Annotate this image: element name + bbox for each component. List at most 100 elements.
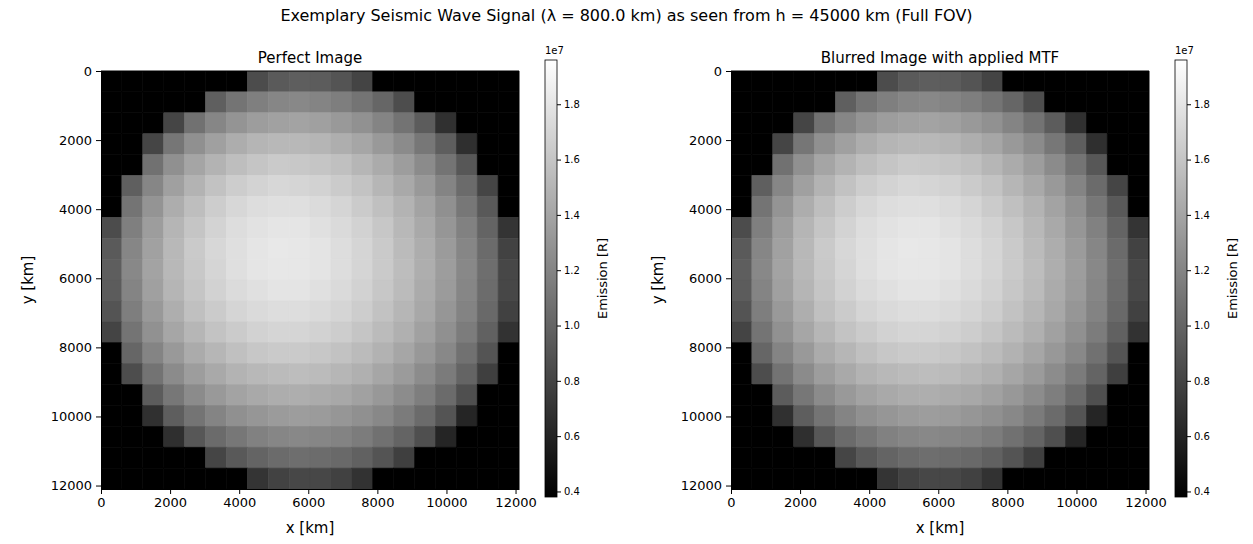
heatmap-cell xyxy=(415,155,436,176)
panel-title: Blurred Image with applied MTF xyxy=(821,49,1059,67)
heatmap-cell xyxy=(815,155,836,176)
x-tick: 8000 xyxy=(361,489,394,510)
heatmap-cell xyxy=(289,134,310,155)
heatmap-cell xyxy=(961,196,982,217)
heatmap-cell xyxy=(773,92,794,113)
heatmap-cell xyxy=(982,426,1003,447)
heatmap-cell xyxy=(898,113,919,134)
heatmap-cell xyxy=(1024,426,1045,447)
heatmap-cell xyxy=(877,71,898,92)
panel: 0200040006000800010000120000200040006000… xyxy=(649,45,1240,537)
heatmap-cell xyxy=(1024,113,1045,134)
heatmap-cell xyxy=(1086,134,1107,155)
heatmap-cell xyxy=(226,343,247,364)
colorbar-tick: 1.6 xyxy=(557,154,580,165)
heatmap-cell xyxy=(394,113,415,134)
heatmap-cell xyxy=(310,196,331,217)
heatmap-cell xyxy=(856,217,877,238)
heatmap-cell xyxy=(731,134,752,155)
heatmap-cell xyxy=(773,301,794,322)
heatmap-cell xyxy=(310,426,331,447)
heatmap-cell xyxy=(164,259,185,280)
heatmap-cell xyxy=(877,113,898,134)
heatmap-cell xyxy=(1024,92,1045,113)
heatmap-cell xyxy=(268,343,289,364)
heatmap-cell xyxy=(1128,322,1149,343)
y-tick-label: 2000 xyxy=(689,133,722,148)
heatmap-cell xyxy=(143,385,164,406)
heatmap-cell xyxy=(226,280,247,301)
heatmap-cell xyxy=(394,322,415,343)
heatmap-cell xyxy=(1128,155,1149,176)
heatmap-cell xyxy=(940,343,961,364)
heatmap-cell xyxy=(477,364,498,385)
heatmap-cell xyxy=(226,155,247,176)
heatmap-cell xyxy=(185,343,206,364)
heatmap-cell xyxy=(185,468,206,489)
heatmap-cell xyxy=(101,447,122,468)
colorbar-tick-label: 1.0 xyxy=(564,320,580,331)
heatmap-cell xyxy=(961,426,982,447)
heatmap-cell xyxy=(122,113,143,134)
heatmap-cell xyxy=(185,405,206,426)
heatmap-cell xyxy=(435,155,456,176)
heatmap-cell xyxy=(1024,71,1045,92)
heatmap-cell xyxy=(1065,385,1086,406)
heatmap-cell xyxy=(1045,71,1066,92)
heatmap-cell xyxy=(919,322,940,343)
heatmap-cell xyxy=(352,217,373,238)
heatmap-cell xyxy=(164,134,185,155)
heatmap-cell xyxy=(247,280,268,301)
colorbar-tick-label: 1.4 xyxy=(564,210,580,221)
colorbar-axis: 0.40.60.81.01.21.41.61.8 xyxy=(557,61,580,498)
heatmap-cell xyxy=(331,322,352,343)
heatmap-cell xyxy=(773,196,794,217)
heatmap-cell xyxy=(415,364,436,385)
heatmap-cell xyxy=(456,280,477,301)
heatmap-cell xyxy=(731,364,752,385)
heatmap-cell xyxy=(752,280,773,301)
y-tick: 8000 xyxy=(59,340,101,355)
heatmap-cell xyxy=(1086,343,1107,364)
colorbar-tick-label: 0.8 xyxy=(1194,376,1210,387)
y-tick-mark xyxy=(726,347,731,348)
heatmap-cell xyxy=(731,468,752,489)
heatmap-cell xyxy=(185,447,206,468)
heatmap-cell xyxy=(1086,113,1107,134)
heatmap-cell xyxy=(898,259,919,280)
heatmap-cell xyxy=(268,364,289,385)
colorbar-tick-label: 1.4 xyxy=(1194,210,1210,221)
heatmap-cell xyxy=(206,322,227,343)
heatmap-cell xyxy=(122,71,143,92)
x-tick-label: 4000 xyxy=(853,495,886,510)
heatmap-cell xyxy=(1128,405,1149,426)
heatmap-cell xyxy=(331,385,352,406)
heatmap-cell xyxy=(1065,238,1086,259)
heatmap-cell xyxy=(498,196,519,217)
x-tick-label: 6000 xyxy=(922,495,955,510)
heatmap-cell xyxy=(815,71,836,92)
heatmap-cell xyxy=(456,238,477,259)
heatmap-cell xyxy=(773,385,794,406)
heatmap-cell xyxy=(247,343,268,364)
heatmap-cell xyxy=(815,238,836,259)
heatmap-cell xyxy=(898,343,919,364)
heatmap-cell xyxy=(856,447,877,468)
heatmap-cell xyxy=(919,426,940,447)
heatmap-cell xyxy=(815,92,836,113)
heatmap-cell xyxy=(456,259,477,280)
heatmap-cell xyxy=(1045,176,1066,197)
heatmap-cell xyxy=(1128,238,1149,259)
heatmap-cell xyxy=(1024,259,1045,280)
x-axis: 020004000600080001000012000 xyxy=(727,489,1166,510)
heatmap-cell xyxy=(331,238,352,259)
heatmap-cell xyxy=(226,322,247,343)
heatmap-cell xyxy=(1003,447,1024,468)
heatmap-cell xyxy=(498,113,519,134)
heatmap-cell xyxy=(435,405,456,426)
x-tick-mark xyxy=(101,489,102,494)
heatmap-cell xyxy=(143,364,164,385)
heatmap-cell xyxy=(373,92,394,113)
heatmap-cell xyxy=(268,259,289,280)
heatmap-cell xyxy=(940,426,961,447)
